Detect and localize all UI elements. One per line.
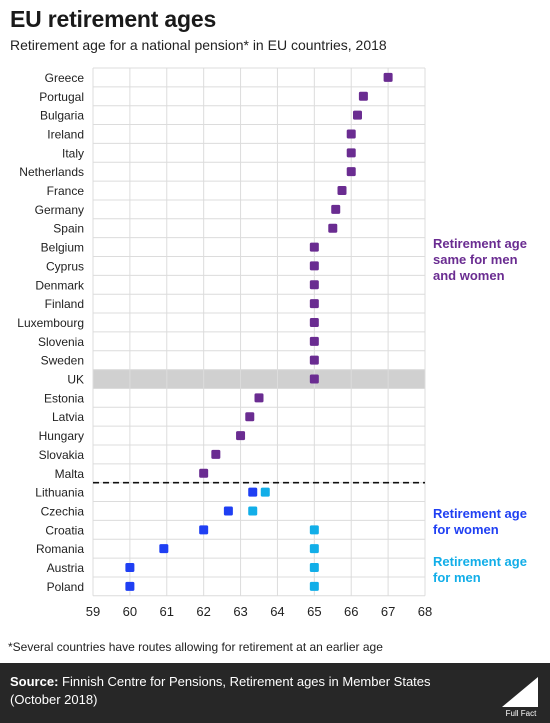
point-women-age [248,487,258,497]
country-label: Finland [45,297,84,311]
x-tick-label: 67 [381,604,395,619]
point-men-age [248,506,258,516]
country-label: Denmark [35,278,85,292]
point-same-age [346,167,356,177]
point-same-age [211,449,221,459]
point-same-age [309,261,319,271]
point-same-age [331,204,341,214]
footnote: *Several countries have routes allowing … [8,640,383,654]
point-same-age [309,374,319,384]
point-same-age [309,280,319,290]
point-men-age [309,525,319,535]
x-tick-label: 60 [123,604,137,619]
country-label: Ireland [47,127,84,141]
country-label: Slovakia [39,448,85,462]
country-label: Austria [47,561,85,575]
point-same-age [236,431,246,441]
full-fact-logo-icon: Full Fact [502,677,538,718]
legend-women: Retirement age for women [433,506,527,537]
country-label: Italy [62,146,84,160]
point-same-age [309,299,319,309]
country-label: Romania [36,542,84,556]
source-label: Source: [10,674,59,689]
country-label: Czechia [41,504,85,518]
country-label: Slovenia [38,335,84,349]
country-label: Netherlands [19,165,84,179]
country-label: Germany [35,203,84,217]
x-tick-label: 61 [160,604,174,619]
point-same-age [337,186,347,196]
x-tick-label: 59 [86,604,100,619]
logo-text: Full Fact [506,709,537,718]
country-label: Poland [47,580,84,594]
point-women-age [199,525,209,535]
point-men-age [260,487,270,497]
x-tick-label: 65 [307,604,321,619]
point-same-age [328,223,338,233]
country-label: Luxembourg [17,316,84,330]
country-label: Croatia [45,523,84,537]
point-same-age [309,355,319,365]
legend-men: Retirement age for men [433,554,527,585]
point-same-age [346,129,356,139]
footer-bar: Source: Finnish Centre for Pensions, Ret… [0,663,550,723]
x-tick-label: 62 [196,604,210,619]
country-label: Portugal [39,90,84,104]
x-tick-label: 66 [344,604,358,619]
country-label: Malta [55,467,85,481]
country-label: Bulgaria [40,109,84,123]
point-same-age [352,110,362,120]
point-same-age [245,412,255,422]
chart-subtitle: Retirement age for a national pension* i… [10,37,387,53]
source-text: Source: Finnish Centre for Pensions, Ret… [10,673,480,709]
country-label: Cyprus [46,259,84,273]
highlight-band-uk [93,369,425,389]
country-label: France [47,184,85,198]
source-detail: Finnish Centre for Pensions, Retirement … [10,674,431,707]
country-label: Lithuania [35,486,84,500]
country-label: Spain [53,222,84,236]
country-label: Estonia [44,391,84,405]
x-tick-label: 68 [418,604,432,619]
country-label: Hungary [39,429,84,443]
country-label: Belgium [41,241,84,255]
point-same-age [383,72,393,82]
point-same-age [309,336,319,346]
point-same-age [309,242,319,252]
point-same-age [358,91,368,101]
country-label: Latvia [52,410,84,424]
point-same-age [309,317,319,327]
country-label: UK [67,373,84,387]
country-label: Sweden [41,354,84,368]
point-women-age [125,581,135,591]
point-men-age [309,544,319,554]
point-women-age [223,506,233,516]
country-label: Greece [45,71,85,85]
point-same-age [346,148,356,158]
point-men-age [309,563,319,573]
point-women-age [159,544,169,554]
point-women-age [125,563,135,573]
x-tick-label: 63 [233,604,247,619]
point-same-age [254,393,264,403]
point-men-age [309,581,319,591]
point-same-age [199,468,209,478]
retirement-age-chart: 59 60 61 62 63 64 65 66 67 68 Greece Portugal Bulgar… [17,67,432,619]
legend-same-for-both: Retirement age same for men and women [433,236,527,283]
x-tick-label: 64 [270,604,284,619]
chart-title: EU retirement ages [10,6,217,32]
